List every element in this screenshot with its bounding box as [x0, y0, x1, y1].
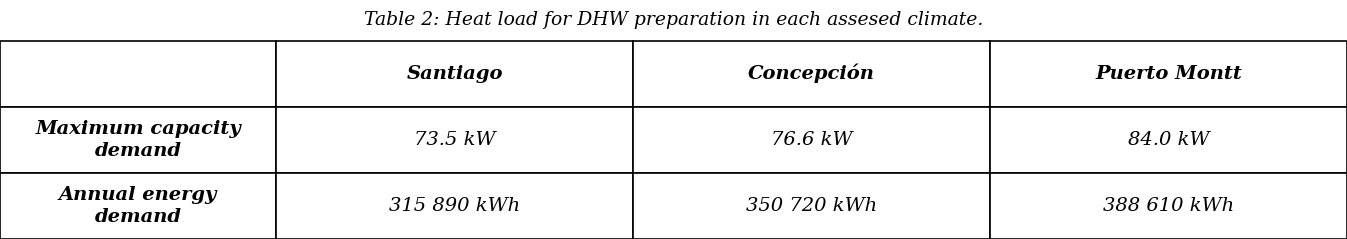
Text: Santiago: Santiago [407, 65, 502, 83]
Bar [276, 107, 633, 173]
Bar [276, 41, 633, 107]
Bar [990, 173, 1347, 239]
Text: 73.5 kW: 73.5 kW [414, 131, 496, 149]
Text: 388 610 kWh: 388 610 kWh [1103, 197, 1234, 215]
Text: 84.0 kW: 84.0 kW [1127, 131, 1210, 149]
Text: 315 890 kWh: 315 890 kWh [389, 197, 520, 215]
Bar [0, 107, 276, 173]
Bar [633, 41, 990, 107]
Bar [0, 41, 276, 107]
Bar [0, 173, 276, 239]
Text: Maximum capacity
demand: Maximum capacity demand [35, 120, 241, 160]
Text: Annual energy
demand: Annual energy demand [59, 186, 217, 226]
Bar [633, 107, 990, 173]
Text: Puerto Montt: Puerto Montt [1095, 65, 1242, 83]
Text: 76.6 kW: 76.6 kW [770, 131, 853, 149]
Text: Table 2: Heat load for DHW preparation in each assesed climate.: Table 2: Heat load for DHW preparation i… [364, 11, 983, 29]
Text: Concepción: Concepción [748, 64, 876, 83]
Bar [990, 41, 1347, 107]
Text: 350 720 kWh: 350 720 kWh [746, 197, 877, 215]
Bar [276, 173, 633, 239]
Bar [633, 173, 990, 239]
Bar [990, 107, 1347, 173]
